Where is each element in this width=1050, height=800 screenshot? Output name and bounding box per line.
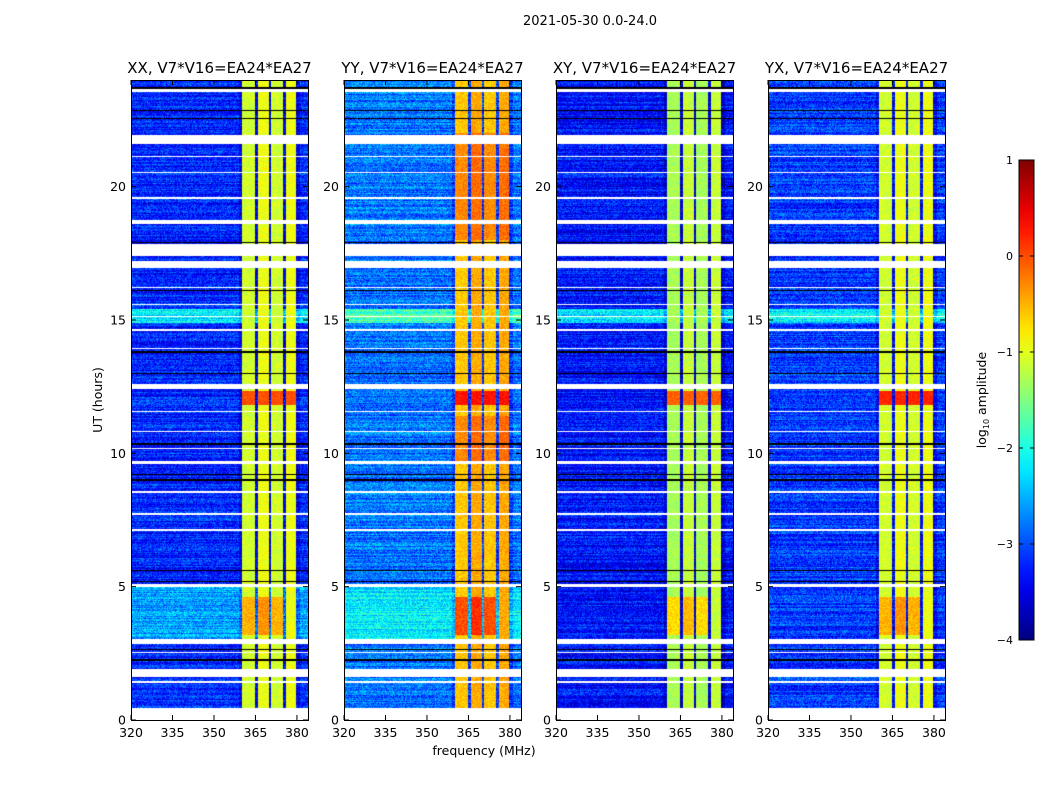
colorbar-tick-label: −2	[997, 442, 1013, 455]
y-tick-label: 10	[110, 446, 126, 461]
x-tick-label: 365	[669, 725, 693, 740]
figure-title: 2021-05-30 0.0-24.0	[523, 14, 657, 29]
y-tick-label: 5	[543, 579, 551, 594]
y-tick-label: 5	[118, 579, 126, 594]
x-tick-label: 350	[839, 725, 863, 740]
y-tick-label: 10	[747, 446, 763, 461]
y-axis-label: UT (hours)	[90, 367, 105, 433]
y-tick-label: 0	[755, 713, 763, 728]
axes-frame	[344, 80, 522, 721]
y-tick-label: 0	[331, 713, 339, 728]
panel-title: XY, V7*V16=EA24*EA27	[553, 59, 736, 77]
x-tick-label: 335	[374, 725, 398, 740]
x-tick-label: 380	[710, 725, 734, 740]
x-tick-label: 320	[756, 725, 780, 740]
panel-title: YX, V7*V16=EA24*EA27	[764, 59, 948, 77]
axes-frame	[556, 80, 734, 721]
x-tick-label: 320	[119, 725, 143, 740]
x-tick-label: 320	[332, 725, 356, 740]
x-tick-label: 365	[244, 725, 268, 740]
panel-title: XX, V7*V16=EA24*EA27	[127, 59, 311, 77]
colorbar-label-part: log	[974, 429, 989, 448]
y-tick-label: 0	[543, 713, 551, 728]
axes-frame	[768, 80, 946, 721]
x-tick-label: 335	[798, 725, 822, 740]
colorbar-tick-label: −3	[997, 538, 1013, 551]
heatmap-yy	[344, 80, 521, 720]
y-tick-label: 5	[755, 579, 763, 594]
x-tick-label: 335	[161, 725, 185, 740]
x-tick-label: 380	[285, 725, 309, 740]
x-tick-label: 350	[627, 725, 651, 740]
y-tick-label: 20	[323, 179, 339, 194]
x-tick-label: 350	[415, 725, 439, 740]
colorbar	[1018, 159, 1035, 641]
y-tick-label: 15	[747, 313, 763, 328]
colorbar-label-part: amplitude	[974, 351, 989, 418]
x-axis-label: frequency (MHz)	[432, 743, 535, 758]
x-tick-label: 380	[922, 725, 946, 740]
x-tick-label: 320	[544, 725, 568, 740]
colorbar-tick-label: 1	[1006, 154, 1013, 167]
y-tick-label: 0	[118, 713, 126, 728]
x-tick-label: 365	[881, 725, 905, 740]
colorbar-tick-label: −1	[997, 346, 1013, 359]
y-tick-label: 10	[535, 446, 551, 461]
y-tick-label: 5	[331, 579, 339, 594]
y-tick-label: 15	[323, 313, 339, 328]
y-tick-label: 20	[747, 179, 763, 194]
colorbar-tick-label: 0	[1006, 250, 1013, 263]
axes-frame	[131, 80, 309, 721]
y-tick-label: 20	[535, 179, 551, 194]
x-tick-label: 365	[457, 725, 481, 740]
colorbar-label-part: 10	[982, 419, 991, 429]
x-tick-label: 380	[498, 725, 522, 740]
heatmap-xy	[556, 80, 733, 720]
heatmap-yx	[768, 80, 945, 720]
heatmap-xx	[131, 80, 308, 720]
colorbar-label: log10 amplitude	[974, 351, 991, 448]
colorbar-tick-label: −4	[997, 634, 1013, 647]
y-tick-label: 20	[110, 179, 126, 194]
y-tick-label: 10	[323, 446, 339, 461]
x-tick-label: 350	[202, 725, 226, 740]
y-tick-label: 15	[535, 313, 551, 328]
panel-title: YY, V7*V16=EA24*EA27	[340, 59, 523, 77]
x-tick-label: 335	[586, 725, 610, 740]
y-tick-label: 15	[110, 313, 126, 328]
